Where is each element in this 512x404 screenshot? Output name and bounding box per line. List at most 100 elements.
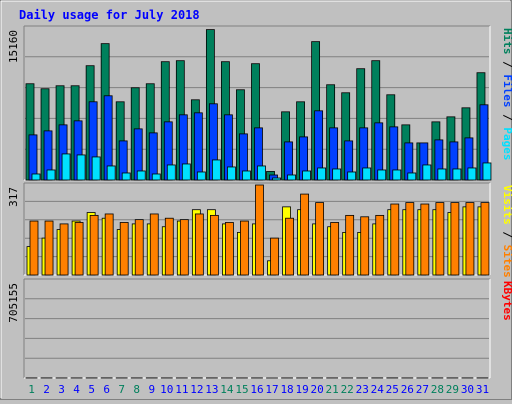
hits-files-pages-bar-pages <box>242 171 250 180</box>
hits-files-pages-bar-pages <box>348 172 356 180</box>
visits-sites-bar-sites <box>195 214 203 275</box>
visits-sites-bar-sites <box>60 224 68 275</box>
hits-files-pages-panel: 15160 Hits / Files / Pages <box>7 26 512 180</box>
visits-sites-bar-sites <box>135 220 143 275</box>
hits-files-pages-bar-pages <box>167 165 175 180</box>
day-label: 13 <box>205 383 218 396</box>
hits-files-pages-bar-pages <box>483 163 491 180</box>
day-label: 20 <box>311 383 324 396</box>
hits-files-pages-bar-pages <box>438 169 446 180</box>
chart-title: Daily usage for July 2018 <box>19 8 200 22</box>
day-label: 19 <box>295 383 308 396</box>
day-label: 16 <box>250 383 263 396</box>
visits-sites-bar-sites <box>436 203 444 275</box>
day-label: 25 <box>386 383 399 396</box>
hits-files-pages-bar-pages <box>197 172 205 180</box>
visits-sites-bar-sites <box>30 221 38 275</box>
hits-files-pages-bar-files <box>194 113 202 180</box>
visits-sites-bar-sites <box>286 218 294 275</box>
visits-sites-bar-sites <box>90 215 98 275</box>
hits-files-pages-bar-pages <box>122 173 130 180</box>
day-label: 3 <box>58 383 65 396</box>
hits-files-pages-legend: Hits / Files / Pages <box>501 28 512 161</box>
hits-files-pages-bar-pages <box>363 168 371 180</box>
hits-files-pages-bar-pages <box>212 160 220 180</box>
visits-sites-bar-sites <box>331 222 339 275</box>
visits-sites-bar-sites <box>255 185 263 275</box>
hits-files-pages-bar-pages <box>423 165 431 180</box>
visits-sites-bar-sites <box>271 238 279 275</box>
kbytes-panel: 705155 KBytes <box>7 279 512 378</box>
hits-files-pages-bar-pages <box>333 169 341 180</box>
hits-files-pages-bar-pages <box>77 155 85 180</box>
visits-sites-bar-sites <box>120 222 128 275</box>
visits-sites-bar-sites <box>150 214 158 275</box>
hits-files-pages-bar-pages <box>453 169 461 180</box>
visits-sites-bar-sites <box>481 203 489 275</box>
legend-pages: Pages <box>501 127 512 160</box>
legend-separator: / <box>501 55 512 75</box>
hits-files-pages-bar-pages <box>408 173 416 180</box>
visits-sites-ymax-label: 317 <box>7 187 20 207</box>
day-label: 5 <box>88 383 95 396</box>
kbytes-ymax-label: 705155 <box>7 283 20 323</box>
visits-sites-bar-sites <box>75 222 83 275</box>
hits-files-pages-bar-pages <box>32 174 40 180</box>
visits-sites-bar-sites <box>406 203 414 275</box>
hits-files-pages-bar-pages <box>227 167 235 180</box>
day-label: 23 <box>356 383 369 396</box>
hits-files-pages-bar-pages <box>318 168 326 180</box>
hits-files-pages-bar-pages <box>47 170 55 180</box>
hits-files-pages-bar-files <box>285 142 293 180</box>
hits-files-pages-bar-pages <box>182 164 190 180</box>
visits-sites-bar-sites <box>210 215 218 275</box>
visits-sites-bar-sites <box>165 218 173 275</box>
day-label: 1 <box>28 383 35 396</box>
day-label: 8 <box>133 383 140 396</box>
legend-kbytes: KBytes <box>501 281 512 321</box>
visits-sites-bar-sites <box>225 222 233 275</box>
visits-sites-bar-sites <box>376 215 384 275</box>
day-label: 14 <box>220 383 234 396</box>
visits-sites-bar-sites <box>240 221 248 275</box>
day-label: 2 <box>43 383 50 396</box>
visits-sites-bar-sites <box>180 220 188 275</box>
day-label: 12 <box>190 383 203 396</box>
visits-sites-bar-sites <box>301 194 309 275</box>
day-label: 26 <box>401 383 414 396</box>
visits-sites-bar-sites <box>421 204 429 275</box>
visits-sites-bar-sites <box>466 203 474 275</box>
visits-sites-bar-sites <box>45 221 53 275</box>
hits-files-pages-bar-pages <box>257 166 265 180</box>
hits-files-pages-bar-pages <box>468 168 476 180</box>
legend-files: Files <box>501 74 512 107</box>
day-label: 10 <box>160 383 173 396</box>
day-label: 17 <box>265 383 278 396</box>
day-label: 27 <box>416 383 429 396</box>
kbytes-plot-area <box>24 279 490 378</box>
visits-sites-bar-sites <box>391 204 399 275</box>
visits-sites-bar-sites <box>361 217 369 275</box>
day-label: 15 <box>235 383 248 396</box>
hits-files-pages-ymax-label: 15160 <box>7 30 20 63</box>
day-label: 9 <box>148 383 155 396</box>
hits-files-pages-bar-pages <box>92 157 100 180</box>
visits-sites-bar-sites <box>316 203 324 275</box>
legend-separator: / <box>501 108 512 128</box>
day-label: 28 <box>431 383 444 396</box>
day-label: 29 <box>446 383 459 396</box>
day-label: 7 <box>118 383 125 396</box>
day-label: 4 <box>73 383 80 396</box>
hits-files-pages-bar-pages <box>288 175 296 180</box>
day-label: 21 <box>326 383 339 396</box>
visits-sites-bar-sites <box>451 203 459 275</box>
visits-sites-bar-sites <box>346 215 354 275</box>
day-label: 22 <box>341 383 354 396</box>
day-label: 6 <box>103 383 110 396</box>
hits-files-pages-bar-pages <box>62 154 70 180</box>
day-label: 18 <box>280 383 293 396</box>
hits-files-pages-bar-pages <box>137 171 145 180</box>
